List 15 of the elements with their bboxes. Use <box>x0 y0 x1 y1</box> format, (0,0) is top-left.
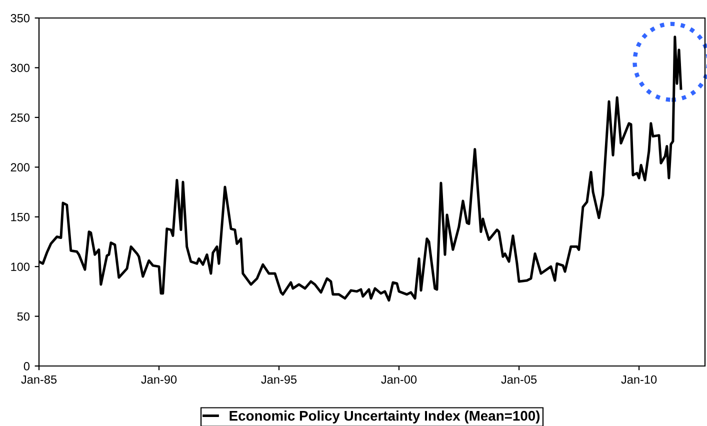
x-tick-label: Jan-85 <box>21 375 57 384</box>
x-tick-label: Jan-95 <box>261 375 297 384</box>
y-tick-label: 200 <box>10 163 30 172</box>
x-tick-label: Jan-90 <box>141 375 177 384</box>
x-tick-label: Jan-05 <box>501 375 537 384</box>
y-tick-label: 0 <box>24 362 30 370</box>
y-tick-label: 350 <box>10 14 30 22</box>
y-tick-label: 150 <box>11 212 30 222</box>
y-tick-label: 100 <box>11 262 30 271</box>
x-tick-label: Jan-00 <box>381 375 417 384</box>
y-tick-label: 250 <box>10 113 30 122</box>
y-tick-label: 300 <box>10 64 30 72</box>
x-tick-label: Jan-10 <box>621 375 657 384</box>
legend-label: Economic Policy Uncertainty Index (Mean=100) <box>230 410 540 424</box>
y-tick-label: 50 <box>17 312 30 321</box>
